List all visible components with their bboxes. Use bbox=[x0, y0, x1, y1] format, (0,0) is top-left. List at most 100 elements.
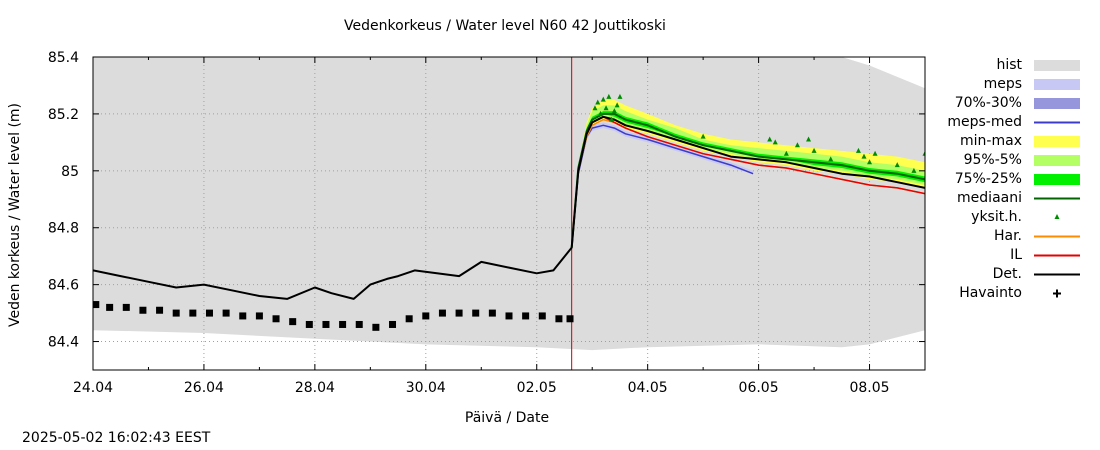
yksit-marker bbox=[855, 147, 861, 153]
legend-swatch-meps bbox=[1034, 79, 1080, 90]
havainto-marker bbox=[405, 315, 413, 323]
yksit-marker bbox=[872, 150, 878, 156]
legend-swatch-band bbox=[1034, 60, 1080, 71]
havainto-marker bbox=[505, 312, 513, 320]
yksit-marker bbox=[595, 99, 601, 105]
yksit-marker bbox=[894, 162, 900, 168]
havainto-marker bbox=[538, 312, 546, 320]
havainto-marker bbox=[422, 312, 430, 320]
y-tick-label: 85 bbox=[61, 164, 79, 180]
havainto-marker bbox=[488, 309, 496, 317]
havainto-marker bbox=[438, 309, 446, 317]
y-tick-label: 85.2 bbox=[48, 107, 79, 123]
yksit-marker bbox=[794, 142, 800, 148]
x-tick-label: 28.04 bbox=[295, 380, 335, 396]
chart-title: Vedenkorkeus / Water level N60 42 Joutti… bbox=[344, 18, 666, 34]
legend-swatch-p95_5 bbox=[1034, 155, 1080, 166]
yksit-marker bbox=[611, 108, 617, 114]
legend-item-minmax: min-max bbox=[935, 132, 1085, 151]
legend-item-mediaani: mediaani bbox=[935, 189, 1085, 208]
yksit-marker bbox=[867, 159, 873, 165]
plot-frame bbox=[92, 56, 926, 371]
yksit-marker bbox=[606, 93, 612, 99]
yksit-marker bbox=[609, 116, 615, 122]
havainto-marker bbox=[566, 315, 574, 323]
havainto-marker bbox=[139, 306, 147, 314]
legend-label: mediaani bbox=[957, 190, 1022, 206]
yksit-marker bbox=[592, 105, 598, 111]
legend-label: hist bbox=[996, 57, 1022, 73]
legend-swatch-triangle bbox=[1054, 214, 1060, 219]
havainto-marker bbox=[172, 309, 180, 317]
legend-item-yksit: yksit.h. bbox=[935, 208, 1085, 227]
havainto-marker bbox=[472, 309, 480, 317]
x-axis-label: Päivä / Date bbox=[465, 410, 549, 426]
legend-swatch-il bbox=[1034, 254, 1080, 257]
havainto-marker bbox=[156, 306, 164, 314]
x-tick-label: 06.05 bbox=[739, 380, 779, 396]
legend-label: meps-med bbox=[947, 114, 1022, 130]
legend-label: Havainto bbox=[959, 285, 1022, 301]
yksit-marker bbox=[772, 139, 778, 145]
forecast-bands-layer bbox=[571, 99, 925, 248]
legend-item-il: IL bbox=[935, 246, 1085, 265]
x-tick-label: 04.05 bbox=[628, 380, 668, 396]
legend-item-hist: hist bbox=[935, 56, 1085, 75]
havainto-marker bbox=[372, 323, 380, 331]
legend-swatch-p70_30 bbox=[1034, 98, 1080, 109]
legend-swatch-har bbox=[1034, 235, 1080, 238]
havainto-marker bbox=[555, 315, 563, 323]
havainto-marker bbox=[455, 309, 463, 317]
havainto-marker bbox=[289, 318, 297, 326]
legend-label: Har. bbox=[993, 228, 1022, 244]
havainto-marker bbox=[122, 303, 130, 311]
y-axis-label: Veden korkeus / Water level (m) bbox=[7, 103, 23, 327]
legend-swatch-mediaani bbox=[1034, 197, 1080, 200]
chart-legend: hist meps 70%-30% meps-med min-max 95%-5% 75%-… bbox=[935, 56, 1085, 303]
legend-swatch-band bbox=[1034, 174, 1080, 185]
x-tick-label: 02.05 bbox=[517, 380, 557, 396]
havainto-marker bbox=[272, 315, 280, 323]
legend-swatch-band bbox=[1034, 155, 1080, 166]
minmax-band bbox=[571, 99, 925, 248]
hist-band-layer bbox=[93, 57, 925, 351]
legend-item-p75_25: 75%-25% bbox=[935, 170, 1085, 189]
legend-swatch-hist bbox=[1034, 60, 1080, 71]
havainto-marker bbox=[222, 309, 230, 317]
yksit-marker bbox=[828, 156, 834, 162]
legend-swatch-minmax bbox=[1034, 136, 1080, 147]
y-tick-label: 84.6 bbox=[48, 278, 79, 294]
timestamp: 2025-05-02 16:02:43 EEST bbox=[22, 430, 211, 446]
havainto-marker bbox=[305, 320, 313, 328]
legend-item-p70_30: 70%-30% bbox=[935, 94, 1085, 113]
yksit-marker bbox=[700, 133, 706, 139]
markers-layer bbox=[93, 93, 925, 331]
havainto-marker bbox=[339, 320, 347, 328]
yksit-marker bbox=[603, 105, 609, 111]
havainto-marker bbox=[239, 312, 247, 320]
legend-item-p95_5: 95%-5% bbox=[935, 151, 1085, 170]
series-lines-layer bbox=[93, 57, 925, 370]
havainto-marker bbox=[93, 301, 100, 309]
legend-label: IL bbox=[1010, 247, 1022, 263]
yksit-marker bbox=[911, 167, 917, 173]
legend-label: 75%-25% bbox=[954, 171, 1022, 187]
x-tick-label: 24.04 bbox=[73, 380, 113, 396]
yksit-marker bbox=[600, 96, 606, 102]
legend-label: min-max bbox=[960, 133, 1022, 149]
yksit-marker bbox=[598, 110, 604, 116]
yksit-marker bbox=[861, 153, 867, 159]
y-tick-label: 84.8 bbox=[48, 221, 79, 237]
legend-label: 95%-5% bbox=[963, 152, 1022, 168]
series-line-det bbox=[93, 115, 925, 300]
y-tick-label: 84.4 bbox=[48, 335, 79, 351]
legend-label: yksit.h. bbox=[971, 209, 1022, 225]
axes-layer: 84.4 84.6 84.8 85 85.2 85.4 24.04 26.04 28.04 30.… bbox=[48, 50, 926, 396]
havainto-marker bbox=[106, 303, 114, 311]
legend-item-meps: meps bbox=[935, 75, 1085, 94]
hist-band bbox=[93, 57, 925, 351]
legend-swatch-det bbox=[1034, 273, 1080, 276]
legend-label: Det. bbox=[992, 266, 1022, 282]
havainto-marker bbox=[189, 309, 197, 317]
